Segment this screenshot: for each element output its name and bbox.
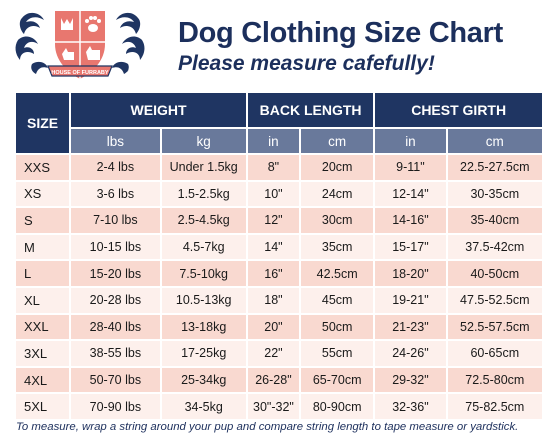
table-row: 5XL 70-90 lbs 34-5kg 30"-32" 80-90cm 32-36" 75… — [16, 394, 542, 419]
back-length-header: BACK LENGTH — [247, 93, 374, 127]
unit-header: lbs — [71, 129, 160, 153]
size-chart-table: SIZE WEIGHT BACK LENGTH CHEST GIRTH lbs … — [14, 91, 544, 421]
table-row: 4XL 50-70 lbs 25-34kg 26-28" 65-70cm 29-32" 72… — [16, 367, 542, 393]
table-cell: 10-15 lbs — [71, 234, 160, 260]
table-cell: 18" — [247, 287, 300, 313]
table-cell: 50-70 lbs — [71, 367, 160, 393]
table-cell: 22.5-27.5cm — [447, 155, 542, 180]
size-cell: 4XL — [16, 367, 70, 393]
page-title: Dog Clothing Size Chart — [178, 17, 503, 49]
table-row: M 10-15 lbs 4.5-7kg 14" 35cm 15-17" 37.5-42cm — [16, 234, 542, 260]
unit-header: in — [375, 129, 446, 153]
table-cell: 72.5-80cm — [447, 367, 542, 393]
table-cell: 55cm — [301, 341, 374, 366]
table-cell: 52.5-57.5cm — [447, 314, 542, 340]
group-header-row: SIZE WEIGHT BACK LENGTH CHEST GIRTH — [16, 93, 542, 153]
table-cell: 19-21" — [375, 287, 446, 313]
table-cell: 80-90cm — [301, 394, 374, 419]
size-cell: 5XL — [16, 394, 70, 419]
table-cell: 12-14" — [375, 181, 446, 207]
table-cell: 15-17" — [375, 234, 446, 260]
table-cell: 9-11" — [375, 155, 446, 180]
table-cell: 34-5kg — [161, 394, 246, 419]
table-cell: 2.5-4.5kg — [161, 208, 246, 233]
table-cell: 21-23" — [375, 314, 446, 340]
table-cell: 24cm — [301, 181, 374, 207]
table-row: XS 3-6 lbs 1.5-2.5kg 10" 24cm 12-14" 30-35cm — [16, 181, 542, 207]
table-cell: 24-26" — [375, 341, 446, 366]
table-cell: 40-50cm — [447, 261, 542, 286]
unit-header: in — [247, 129, 300, 153]
chest-girth-header: CHEST GIRTH — [375, 93, 542, 127]
table-cell: 20cm — [301, 155, 374, 180]
table-cell: 4.5-7kg — [161, 234, 246, 260]
table-cell: 38-55 lbs — [71, 341, 160, 366]
table-cell: 50cm — [301, 314, 374, 340]
table-cell: 17-25kg — [161, 341, 246, 366]
table-cell: 25-34kg — [161, 367, 246, 393]
table-cell: 10" — [247, 181, 300, 207]
size-cell: XS — [16, 181, 70, 207]
table-cell: 10.5-13kg — [161, 287, 246, 313]
size-cell: XXS — [16, 155, 70, 180]
unit-header-row: lbs kg in cm in cm — [16, 129, 542, 153]
measure-instructions: To measure, wrap a string around your pu… — [16, 421, 519, 433]
table-cell: 15-20 lbs — [71, 261, 160, 286]
table-cell: 1.5-2.5kg — [161, 181, 246, 207]
table-row: XXL 28-40 lbs 13-18kg 20" 50cm 21-23" 52.5-57.… — [16, 314, 542, 340]
table-cell: 14" — [247, 234, 300, 260]
table-cell: 22" — [247, 341, 300, 366]
table-cell: 18-20" — [375, 261, 446, 286]
table-row: XXS 2-4 lbs Under 1.5kg 8" 20cm 9-11" 22.5-27.… — [16, 155, 542, 180]
table-cell: Under 1.5kg — [161, 155, 246, 180]
table-cell: 7.5-10kg — [161, 261, 246, 286]
table-cell: 3-6 lbs — [71, 181, 160, 207]
unit-header: cm — [447, 129, 542, 153]
table-cell: 28-40 lbs — [71, 314, 160, 340]
table-cell: 65-70cm — [301, 367, 374, 393]
table-cell: 20-28 lbs — [71, 287, 160, 313]
table-cell: 70-90 lbs — [71, 394, 160, 419]
table-cell: 12" — [247, 208, 300, 233]
table-cell: 30cm — [301, 208, 374, 233]
unit-header: kg — [161, 129, 246, 153]
table-cell: 26-28" — [247, 367, 300, 393]
table-cell: 47.5-52.5cm — [447, 287, 542, 313]
size-cell: L — [16, 261, 70, 286]
table-cell: 60-65cm — [447, 341, 542, 366]
size-cell: 3XL — [16, 341, 70, 366]
size-cell: S — [16, 208, 70, 233]
size-header: SIZE — [16, 93, 70, 153]
house-of-furraby-logo: HOUSE OF FURRABY © — [15, 9, 145, 82]
logo-text: HOUSE OF FURRABY — [51, 70, 108, 76]
table-cell: 7-10 lbs — [71, 208, 160, 233]
table-row: XL 20-28 lbs 10.5-13kg 18" 45cm 19-21" 47.5-52… — [16, 287, 542, 313]
size-cell: XL — [16, 287, 70, 313]
svg-text:©: © — [124, 67, 129, 74]
table-cell: 16" — [247, 261, 300, 286]
table-cell: 2-4 lbs — [71, 155, 160, 180]
table-cell: 35cm — [301, 234, 374, 260]
table-cell: 14-16" — [375, 208, 446, 233]
table-cell: 20" — [247, 314, 300, 340]
table-row: S 7-10 lbs 2.5-4.5kg 12" 30cm 14-16" 35-40cm — [16, 208, 542, 233]
table-cell: 45cm — [301, 287, 374, 313]
table-cell: 30"-32" — [247, 394, 300, 419]
table-row: 3XL 38-55 lbs 17-25kg 22" 55cm 24-26" 60-65cm — [16, 341, 542, 366]
table-cell: 75-82.5cm — [447, 394, 542, 419]
table-cell: 29-32" — [375, 367, 446, 393]
unit-header: cm — [301, 129, 374, 153]
table-cell: 32-36" — [375, 394, 446, 419]
page-subtitle: Please measure cafefully! — [178, 52, 435, 75]
table-cell: 37.5-42cm — [447, 234, 542, 260]
weight-header: WEIGHT — [71, 93, 246, 127]
table-cell: 42.5cm — [301, 261, 374, 286]
table-row: L 15-20 lbs 7.5-10kg 16" 42.5cm 18-20" 40-50cm — [16, 261, 542, 286]
table-cell: 13-18kg — [161, 314, 246, 340]
size-cell: XXL — [16, 314, 70, 340]
table-cell: 8" — [247, 155, 300, 180]
size-cell: M — [16, 234, 70, 260]
table-cell: 35-40cm — [447, 208, 542, 233]
table-cell: 30-35cm — [447, 181, 542, 207]
